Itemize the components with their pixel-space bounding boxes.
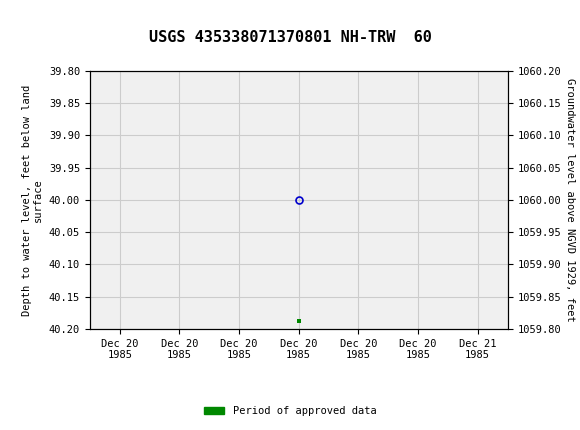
Text: USGS 435338071370801 NH-TRW  60: USGS 435338071370801 NH-TRW 60 bbox=[148, 30, 432, 45]
Y-axis label: Depth to water level, feet below land
surface: Depth to water level, feet below land su… bbox=[22, 84, 44, 316]
Legend: Period of approved data: Period of approved data bbox=[200, 402, 380, 421]
FancyBboxPatch shape bbox=[6, 4, 81, 37]
Text: USGS: USGS bbox=[41, 12, 84, 29]
Y-axis label: Groundwater level above NGVD 1929, feet: Groundwater level above NGVD 1929, feet bbox=[565, 78, 575, 322]
Text: ≡: ≡ bbox=[3, 6, 20, 34]
